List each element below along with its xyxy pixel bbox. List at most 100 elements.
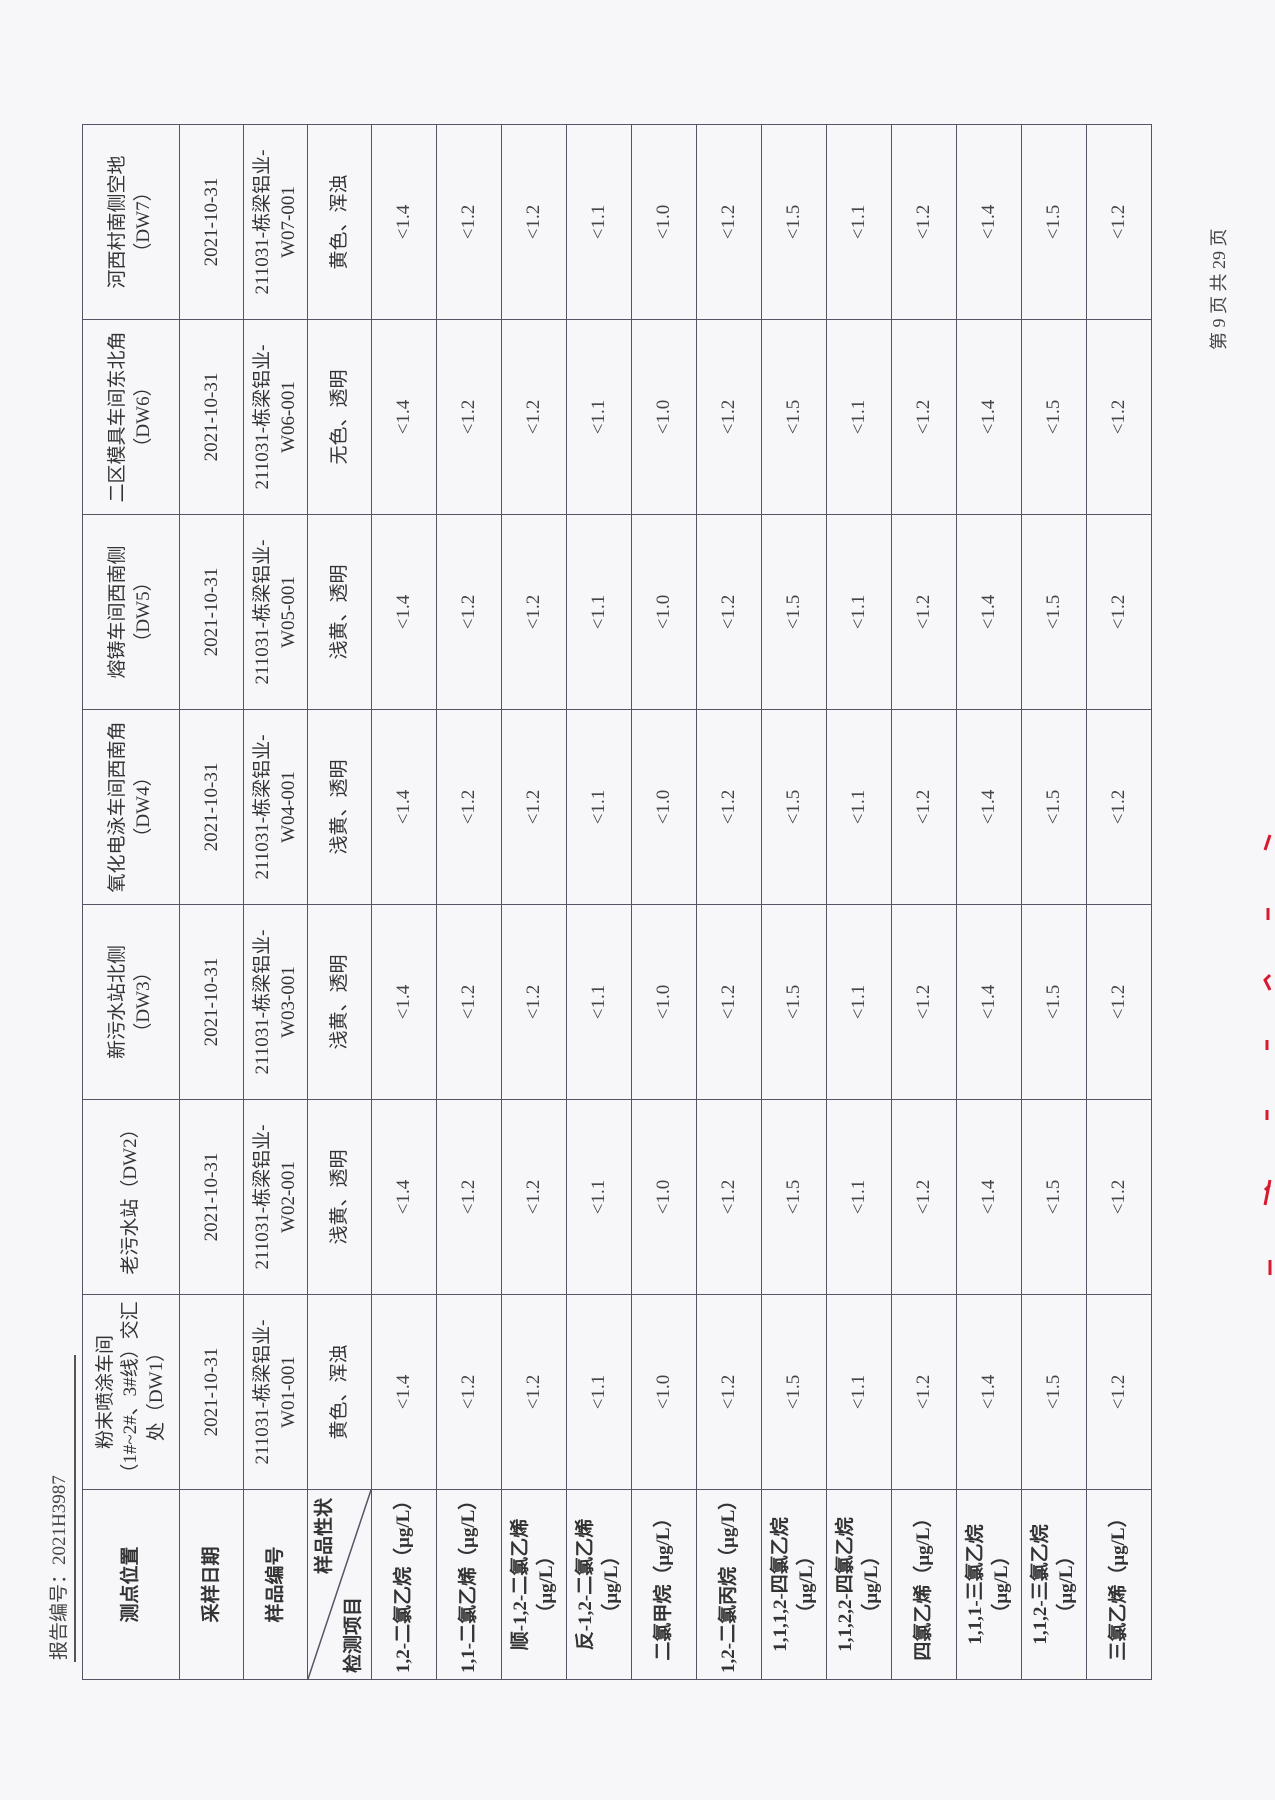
value-cell: <1.1: [566, 124, 632, 320]
location-cell: 新污水站北侧（DW3）: [82, 904, 180, 1100]
value-cell: <1.2: [1086, 904, 1152, 1100]
value-cell: <1.2: [1086, 514, 1152, 710]
item-name-cell: 反-1,2-二氯乙烯（μg/L）: [566, 1489, 632, 1680]
value-cell: <1.0: [631, 1294, 697, 1490]
value-cell: <1.4: [371, 904, 437, 1100]
value-cell: <1.5: [761, 904, 827, 1100]
location-label: 测点位置: [82, 1489, 180, 1680]
appearance-cell: 浅黄、透明: [307, 1099, 372, 1295]
table-row: 顺-1,2-二氯乙烯（μg/L） <1.2 <1.2 <1.2 <1.2 <1.2 <1.2…: [501, 124, 567, 1680]
sample-id-label: 样品编号: [243, 1489, 308, 1680]
value-cell: <1.4: [956, 514, 1022, 710]
value-cell: <1.0: [631, 709, 697, 905]
value-cell: <1.2: [891, 709, 957, 905]
page-info: 第 9 页 共 29 页: [1209, 228, 1229, 351]
value-cell: <1.5: [1021, 904, 1087, 1100]
date-cell: 2021-10-31: [179, 1099, 244, 1295]
item-name-cell: 1,1,2-三氯乙烷（μg/L）: [1021, 1489, 1087, 1680]
value-cell: <1.4: [371, 709, 437, 905]
appearance-cell: 浅黄、透明: [307, 514, 372, 710]
value-cell: <1.2: [501, 1294, 567, 1490]
item-name-cell: 顺-1,2-二氯乙烯（μg/L）: [501, 1489, 567, 1680]
location-cell: 熔铸车间西南侧（DW5）: [82, 514, 180, 710]
value-cell: <1.2: [436, 1294, 502, 1490]
value-cell: <1.2: [501, 514, 567, 710]
sample-id-cell: 211031-栋梁铝业-W05-001: [243, 514, 308, 710]
value-cell: <1.0: [631, 319, 697, 515]
date-cell: 2021-10-31: [179, 124, 244, 320]
table-row: 1,2-二氯乙烷（μg/L） <1.4 <1.4 <1.4 <1.4 <1.4 <1.4 <1…: [371, 124, 437, 1680]
value-cell: <1.1: [566, 1294, 632, 1490]
value-cell: <1.2: [436, 124, 502, 320]
red-stamp-fragment: [1263, 834, 1272, 1275]
sample-id-row: 样品编号 211031-栋梁铝业-W01-001 211031-栋梁铝业-W02-…: [243, 124, 308, 1680]
appearance-label: 样品性状: [314, 1498, 335, 1575]
report-number: 报告编号：2021H3987: [44, 1475, 71, 1660]
value-cell: <1.1: [566, 319, 632, 515]
value-cell: <1.2: [436, 709, 502, 905]
table-row: 1,1,1-三氯乙烷（μg/L） <1.4 <1.4 <1.4 <1.4 <1.4 <1.4…: [956, 124, 1022, 1680]
value-cell: <1.1: [826, 1294, 892, 1490]
date-cell: 2021-10-31: [179, 514, 244, 710]
diagonal-line: [308, 1490, 371, 1679]
value-cell: <1.4: [956, 319, 1022, 515]
value-cell: <1.2: [501, 904, 567, 1100]
sample-id-cell: 211031-栋梁铝业-W02-001: [243, 1099, 308, 1295]
table-row: 四氯乙烯（μg/L） <1.2 <1.2 <1.2 <1.2 <1.2 <1.2 <1.2: [891, 124, 957, 1680]
value-cell: <1.5: [761, 514, 827, 710]
value-cell: <1.4: [371, 1294, 437, 1490]
value-cell: <1.1: [566, 1099, 632, 1295]
date-cell: 2021-10-31: [179, 319, 244, 515]
date-cell: 2021-10-31: [179, 1294, 244, 1490]
value-cell: <1.2: [696, 904, 762, 1100]
value-cell: <1.2: [891, 1099, 957, 1295]
value-cell: <1.2: [436, 904, 502, 1100]
value-cell: <1.1: [826, 514, 892, 710]
appearance-cell: 浅黄、透明: [307, 904, 372, 1100]
item-label: 检测项目: [343, 1596, 365, 1673]
value-cell: <1.0: [631, 904, 697, 1100]
value-cell: <1.4: [371, 319, 437, 515]
value-cell: <1.2: [891, 1294, 957, 1490]
value-cell: <1.1: [826, 124, 892, 320]
table-row: 二氯甲烷（μg/L） <1.0 <1.0 <1.0 <1.0 <1.0 <1.0 <1.0: [631, 124, 697, 1680]
table-row: 三氯乙烯（μg/L） <1.2 <1.2 <1.2 <1.2 <1.2 <1.2 <1.2: [1086, 124, 1152, 1680]
value-cell: <1.4: [956, 904, 1022, 1100]
table-row: 1,2-二氯丙烷（μg/L） <1.2 <1.2 <1.2 <1.2 <1.2 <1.2 <1…: [696, 124, 762, 1680]
value-cell: <1.2: [501, 319, 567, 515]
sample-id-cell: 211031-栋梁铝业-W04-001: [243, 709, 308, 905]
value-cell: <1.2: [891, 904, 957, 1100]
value-cell: <1.4: [956, 1294, 1022, 1490]
value-cell: <1.5: [1021, 1294, 1087, 1490]
value-cell: <1.1: [826, 1099, 892, 1295]
item-name-cell: 1,1,1-三氯乙烷（μg/L）: [956, 1489, 1022, 1680]
value-cell: <1.1: [826, 319, 892, 515]
value-cell: <1.4: [371, 514, 437, 710]
table-row: 1,1,2,2-四氯乙烷（μg/L） <1.1 <1.1 <1.1 <1.1 <1.1 <1…: [826, 124, 892, 1680]
location-cell: 河西村南侧空地（DW7）: [82, 124, 180, 320]
appearance-cell: 黄色、浑浊: [307, 124, 372, 320]
sample-id-cell: 211031-栋梁铝业-W01-001: [243, 1294, 308, 1490]
value-cell: <1.4: [956, 1099, 1022, 1295]
item-name-cell: 二氯甲烷（μg/L）: [631, 1489, 697, 1680]
location-row: 测点位置 粉末喷涂车间（1#~2#、3#线）交汇处（DW1） 老污水站（DW2）新…: [82, 124, 180, 1680]
date-cell: 2021-10-31: [179, 709, 244, 905]
value-cell: <1.5: [761, 1099, 827, 1295]
value-cell: <1.2: [696, 124, 762, 320]
test-results-table: 测点位置 粉末喷涂车间（1#~2#、3#线）交汇处（DW1） 老污水站（DW2）新…: [82, 124, 1152, 1680]
diagonal-header-cell: 样品性状 检测项目: [307, 1489, 372, 1680]
item-name-cell: 1,2-二氯乙烷（μg/L）: [371, 1489, 437, 1680]
value-cell: <1.5: [1021, 709, 1087, 905]
value-cell: <1.5: [761, 709, 827, 905]
value-cell: <1.5: [1021, 124, 1087, 320]
value-cell: <1.2: [1086, 709, 1152, 905]
item-name-cell: 1,2-二氯丙烷（μg/L）: [696, 1489, 762, 1680]
value-cell: <1.2: [1086, 319, 1152, 515]
value-cell: <1.0: [631, 124, 697, 320]
value-cell: <1.1: [566, 514, 632, 710]
value-cell: <1.1: [826, 709, 892, 905]
value-cell: <1.4: [371, 124, 437, 320]
table-row: 1,1-二氯乙烯（μg/L） <1.2 <1.2 <1.2 <1.2 <1.2 <1.2 <1…: [436, 124, 502, 1680]
appearance-cell: 浅黄、透明: [307, 709, 372, 905]
